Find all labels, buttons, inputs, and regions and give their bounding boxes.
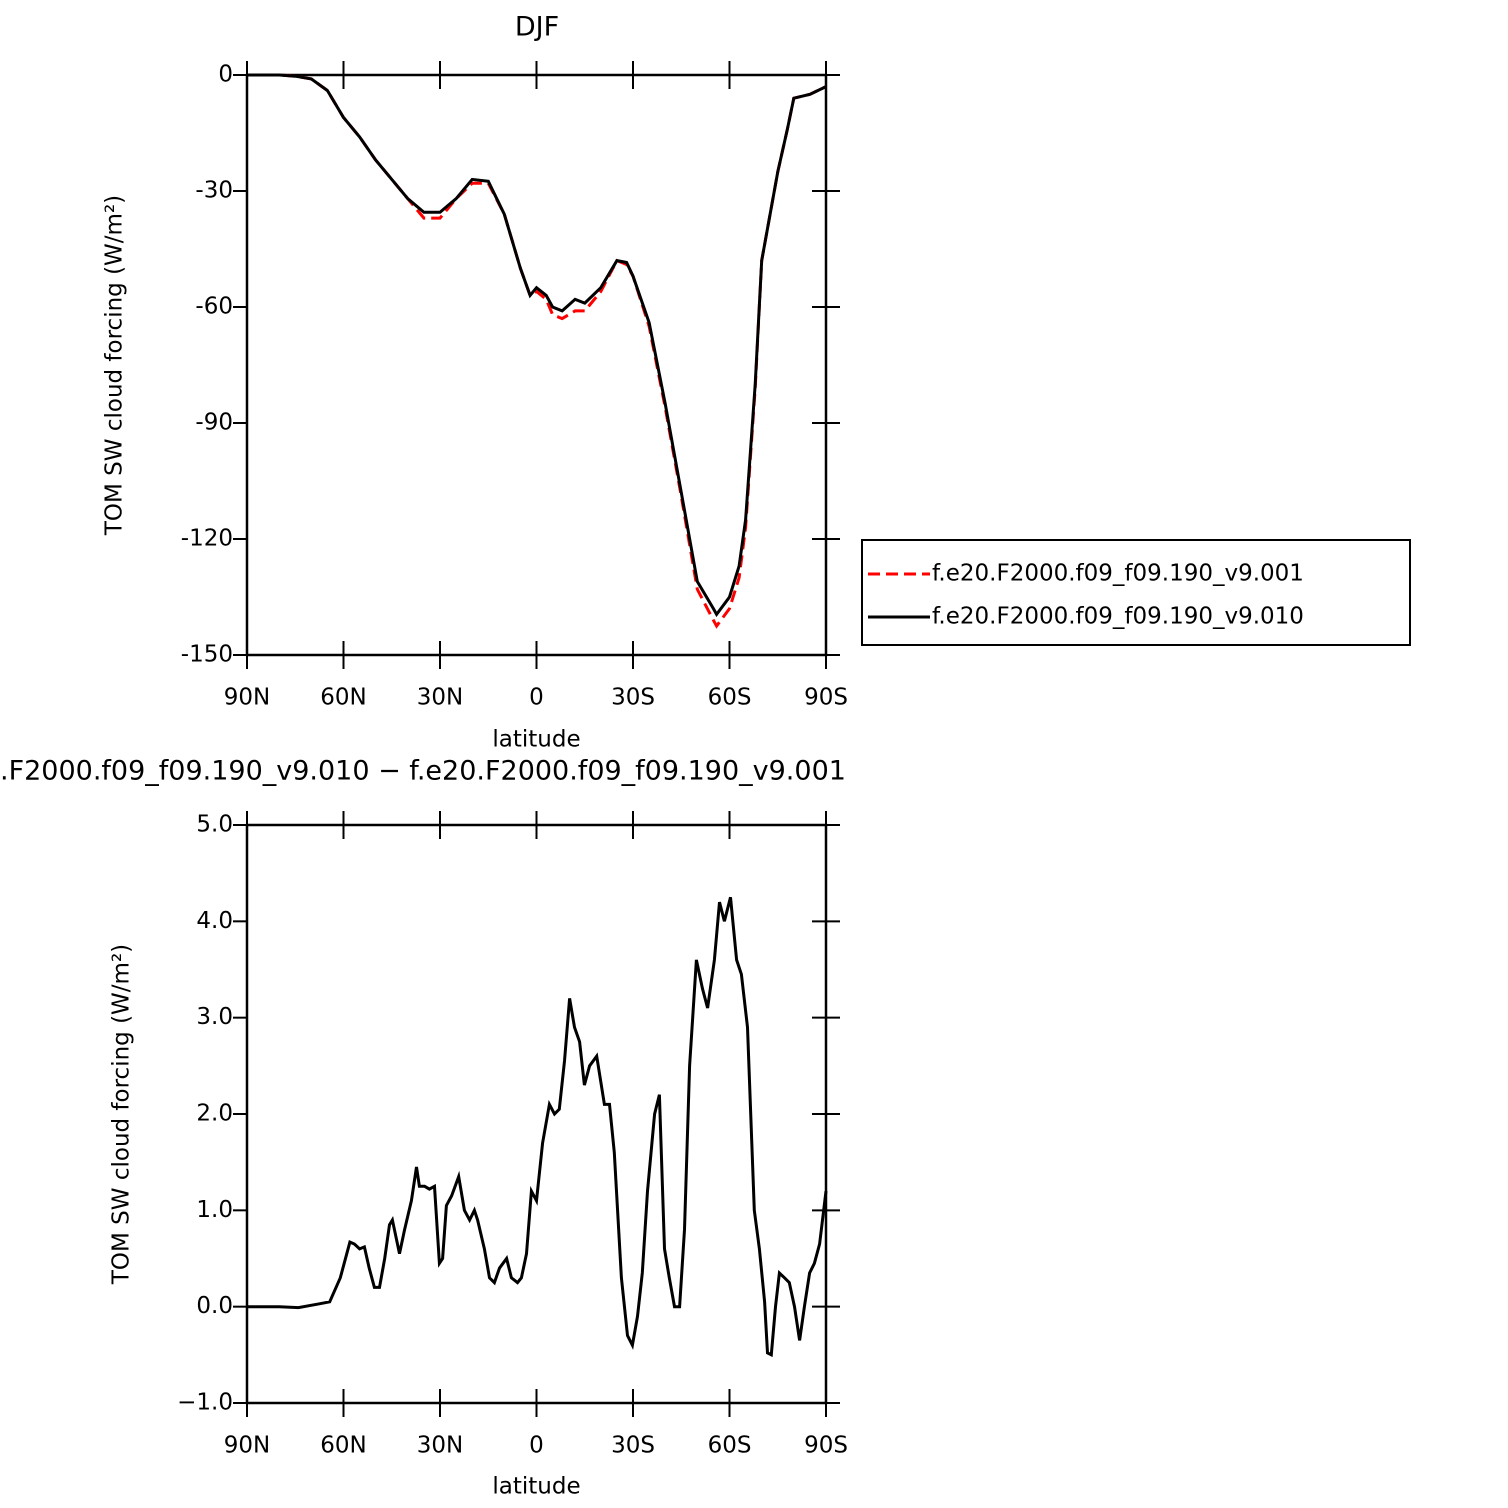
x-tick-label: 30S	[611, 685, 655, 711]
y-tick-label: 4.0	[196, 908, 233, 934]
y-tick-label: -30	[195, 178, 233, 204]
x-tick-label: 0	[529, 685, 544, 711]
x-axis-label: latitude	[492, 1474, 580, 1500]
plot-frame	[245, 823, 828, 1405]
y-tick-label: 5.0	[196, 812, 233, 838]
y-tick-label: 0	[218, 62, 233, 88]
x-tick-label: 90N	[224, 1433, 270, 1459]
y-tick-label: 1.0	[196, 1197, 233, 1223]
y-tick-label: 0.0	[196, 1293, 233, 1319]
legend-label: f.e20.F2000.f09_f09.190_v9.001	[932, 561, 1304, 587]
x-tick-label: 90S	[804, 685, 848, 711]
y-tick-label: -90	[195, 410, 233, 436]
x-tick-label: 30N	[417, 1433, 463, 1459]
x-axis-label: latitude	[492, 727, 580, 753]
y-tick-label: −1.0	[177, 1390, 233, 1416]
y-axis-label: TOM SW cloud forcing (W/m²)	[102, 195, 128, 536]
x-tick-label: 60S	[708, 1433, 752, 1459]
y-tick-label: -120	[181, 526, 233, 552]
chart-title: .F2000.f09_f09.190_v9.010 − f.e20.F2000.…	[0, 756, 846, 787]
x-tick-label: 60N	[320, 1433, 366, 1459]
legend-label: f.e20.F2000.f09_f09.190_v9.010	[932, 604, 1304, 630]
x-tick-label: 30S	[611, 1433, 655, 1459]
x-tick-label: 60S	[708, 685, 752, 711]
x-tick-label: 60N	[320, 685, 366, 711]
series-line	[247, 73, 827, 629]
chart-title: DJF	[515, 12, 559, 43]
x-tick-label: 0	[529, 1433, 544, 1459]
y-tick-label: 3.0	[196, 1004, 233, 1030]
y-tick-label: -150	[181, 642, 233, 668]
y-tick-label: 2.0	[196, 1101, 233, 1127]
series-line	[247, 73, 827, 618]
y-tick-label: -60	[195, 294, 233, 320]
x-tick-label: 90N	[224, 685, 270, 711]
x-tick-label: 90S	[804, 1433, 848, 1459]
series-line	[247, 896, 828, 1358]
x-tick-label: 30N	[417, 685, 463, 711]
legend-box	[861, 539, 1411, 646]
y-axis-label: TOM SW cloud forcing (W/m²)	[109, 944, 135, 1285]
